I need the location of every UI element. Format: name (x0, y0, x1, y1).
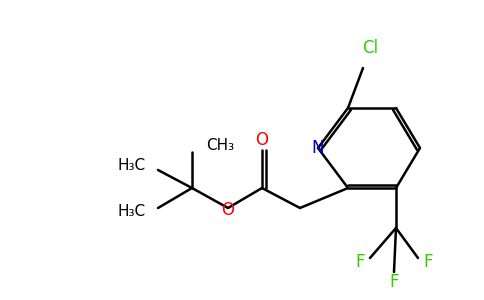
Text: H₃C: H₃C (118, 158, 146, 173)
Text: F: F (423, 253, 433, 271)
Text: F: F (355, 253, 365, 271)
Text: O: O (256, 131, 269, 149)
Text: F: F (389, 273, 399, 291)
Text: H₃C: H₃C (118, 205, 146, 220)
Text: CH₃: CH₃ (206, 139, 234, 154)
Text: Cl: Cl (362, 39, 378, 57)
Text: N: N (312, 139, 324, 157)
Text: O: O (222, 201, 235, 219)
